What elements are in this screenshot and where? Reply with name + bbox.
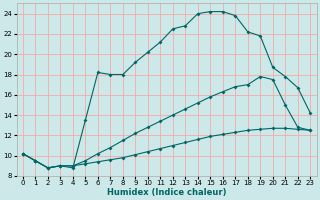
X-axis label: Humidex (Indice chaleur): Humidex (Indice chaleur) bbox=[107, 188, 226, 197]
